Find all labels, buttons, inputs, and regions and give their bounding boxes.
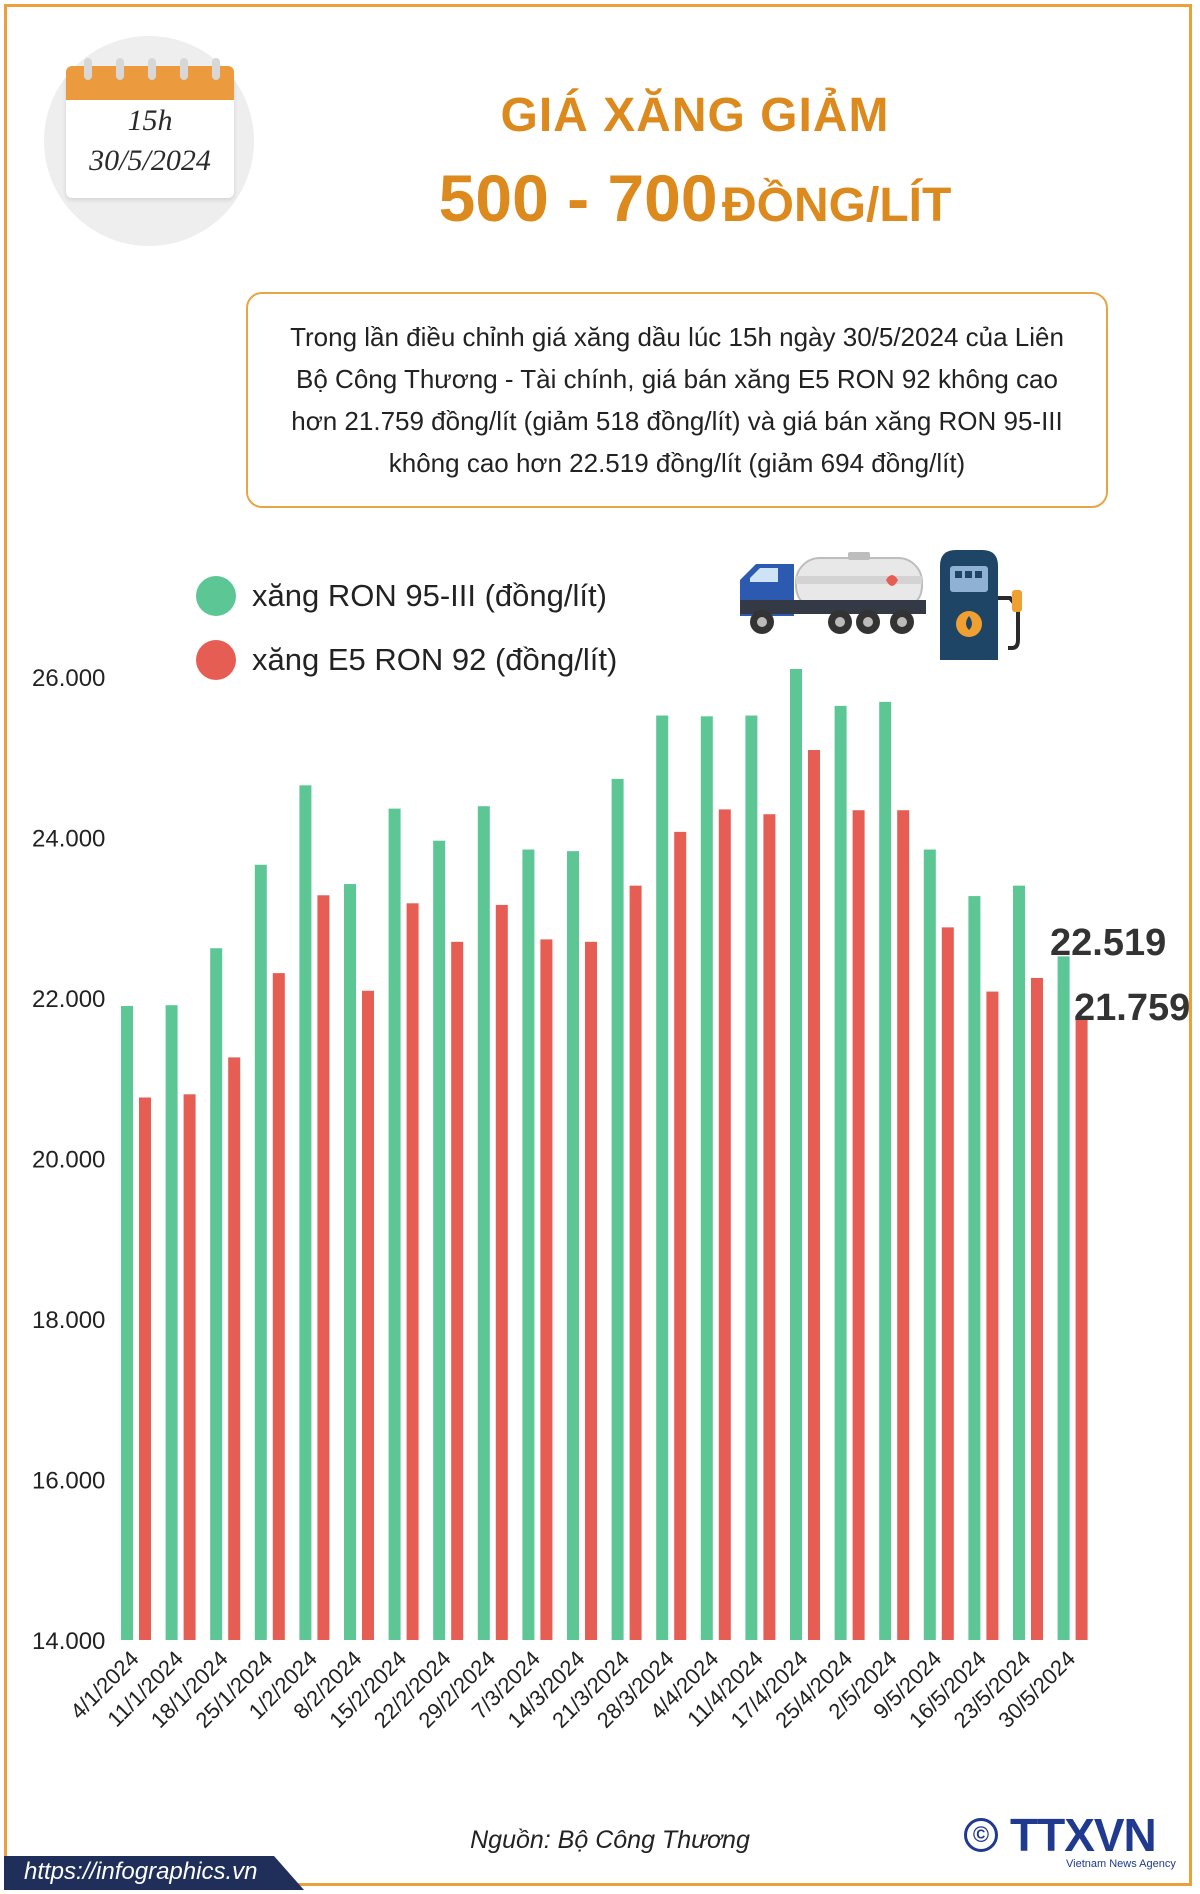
bar-e5 <box>585 941 597 1640</box>
bar-ron95 <box>254 864 267 1640</box>
bar-e5 <box>272 973 285 1640</box>
page-title: GIÁ XĂNG GIẢM <box>500 89 890 142</box>
calendar-ring <box>116 58 124 80</box>
page-frame <box>4 4 1192 1886</box>
bar-ron95 <box>522 849 535 1640</box>
description-box: Trong lần điều chỉnh giá xăng dầu lúc 15… <box>246 292 1108 508</box>
bar-e5 <box>451 941 464 1640</box>
bar-ron95 <box>968 896 981 1640</box>
description-text: Trong lần điều chỉnh giá xăng dầu lúc 15… <box>290 322 1064 478</box>
y-tick-label: 22.000 <box>32 986 105 1013</box>
bar-ron95 <box>567 851 579 1640</box>
bar-ron95 <box>700 716 713 1640</box>
y-tick-label: 24.000 <box>32 826 105 853</box>
y-tick-label: 20.000 <box>32 1147 105 1174</box>
y-tick-label: 14.000 <box>32 1628 105 1655</box>
bar-ron95 <box>656 715 669 1640</box>
tanker-truck-icon <box>740 552 926 634</box>
bar-ron95 <box>1013 885 1025 1640</box>
y-tick-label: 26.000 <box>32 665 105 692</box>
legend-item-ron95: xăng RON 95-III (đồng/lít) <box>196 576 607 616</box>
bar-e5 <box>139 1097 151 1640</box>
calendar-ring <box>212 58 220 80</box>
page-subtitle: 500 - 700 ĐỒNG/LÍT <box>300 160 1090 236</box>
subtitle-range: 500 - 700 <box>438 161 718 235</box>
bar-ron95 <box>388 808 401 1640</box>
bar-ron95 <box>165 1005 178 1640</box>
bar-ron95 <box>879 701 892 1640</box>
ttxvn-logo-subtitle: Vietnam News Agency <box>1066 1858 1176 1870</box>
bar-ron95 <box>1057 956 1070 1640</box>
bar-e5 <box>674 831 687 1640</box>
bar-ron95 <box>477 806 490 1640</box>
bar-e5 <box>540 939 553 1640</box>
bar-e5 <box>852 810 865 1640</box>
bar-ron95 <box>611 778 624 1640</box>
calendar-date: 30/5/2024 <box>89 144 211 177</box>
legend-item-e5: xăng E5 RON 92 (đồng/lít) <box>196 640 617 680</box>
bar-e5 <box>808 750 820 1640</box>
subtitle-unit: ĐỒNG/LÍT <box>722 179 952 232</box>
bar-ron95 <box>210 948 223 1640</box>
copyright-icon: © <box>964 1818 998 1852</box>
bar-e5 <box>986 991 999 1640</box>
bar-e5 <box>718 809 731 1640</box>
y-tick-label: 18.000 <box>32 1307 105 1334</box>
website-link[interactable]: https://infographics.vn <box>24 1858 258 1885</box>
bar-e5 <box>406 903 419 1640</box>
ttxvn-logo: TTXVN <box>1010 1809 1157 1861</box>
fuel-pump-icon <box>940 550 1022 660</box>
bar-e5 <box>317 895 330 1640</box>
bar-ron95 <box>433 840 446 1640</box>
bar-ron95 <box>344 884 356 1640</box>
calendar-ring <box>148 58 156 80</box>
calendar-time: 15h <box>127 104 173 137</box>
url-bar <box>4 1856 304 1890</box>
bar-ron95 <box>299 785 312 1640</box>
source-text: Nguồn: Bộ Công Thương <box>470 1826 750 1854</box>
bar-e5 <box>763 814 776 1640</box>
legend-dot-red <box>196 640 236 680</box>
legend-label: xăng RON 95-III (đồng/lít) <box>252 578 607 613</box>
bar-ron95 <box>121 1006 133 1640</box>
bar-e5 <box>1075 1017 1088 1640</box>
bar-e5 <box>1031 977 1043 1640</box>
bar-ron95 <box>790 668 802 1640</box>
legend-label: xăng E5 RON 92 (đồng/lít) <box>252 642 618 677</box>
calendar-ring <box>84 58 92 80</box>
bar-ron95 <box>834 705 847 1640</box>
bar-e5 <box>362 990 374 1640</box>
bar-ron95 <box>745 715 758 1640</box>
legend-dot-green <box>196 576 236 616</box>
bar-e5 <box>228 1057 241 1640</box>
bar-e5 <box>183 1094 196 1640</box>
bar-e5 <box>629 885 642 1640</box>
bar-e5 <box>897 810 910 1640</box>
y-tick-label: 16.000 <box>32 1468 105 1495</box>
data-label-ron95: 22.519 <box>1050 922 1166 964</box>
bar-e5 <box>495 904 508 1640</box>
bar-ron95 <box>923 849 936 1640</box>
data-label-e5: 21.759 <box>1074 987 1190 1029</box>
bar-e5 <box>941 927 954 1640</box>
calendar-ring <box>180 58 188 80</box>
